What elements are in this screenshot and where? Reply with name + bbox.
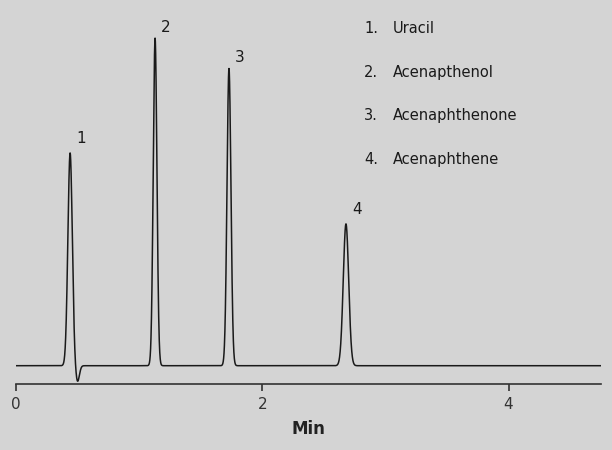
Text: Acenaphthene: Acenaphthene bbox=[394, 152, 499, 167]
Text: Acenaphthenone: Acenaphthenone bbox=[394, 108, 518, 123]
X-axis label: Min: Min bbox=[291, 420, 326, 438]
Text: 4.: 4. bbox=[364, 152, 378, 167]
Text: 3.: 3. bbox=[364, 108, 378, 123]
Text: Uracil: Uracil bbox=[394, 21, 435, 36]
Text: 3: 3 bbox=[235, 50, 245, 65]
Text: 2: 2 bbox=[161, 20, 171, 35]
Text: 4: 4 bbox=[352, 202, 362, 217]
Text: 1: 1 bbox=[76, 131, 86, 146]
Text: 2.: 2. bbox=[364, 64, 378, 80]
Text: 1.: 1. bbox=[364, 21, 378, 36]
Text: Acenapthenol: Acenapthenol bbox=[394, 64, 494, 80]
